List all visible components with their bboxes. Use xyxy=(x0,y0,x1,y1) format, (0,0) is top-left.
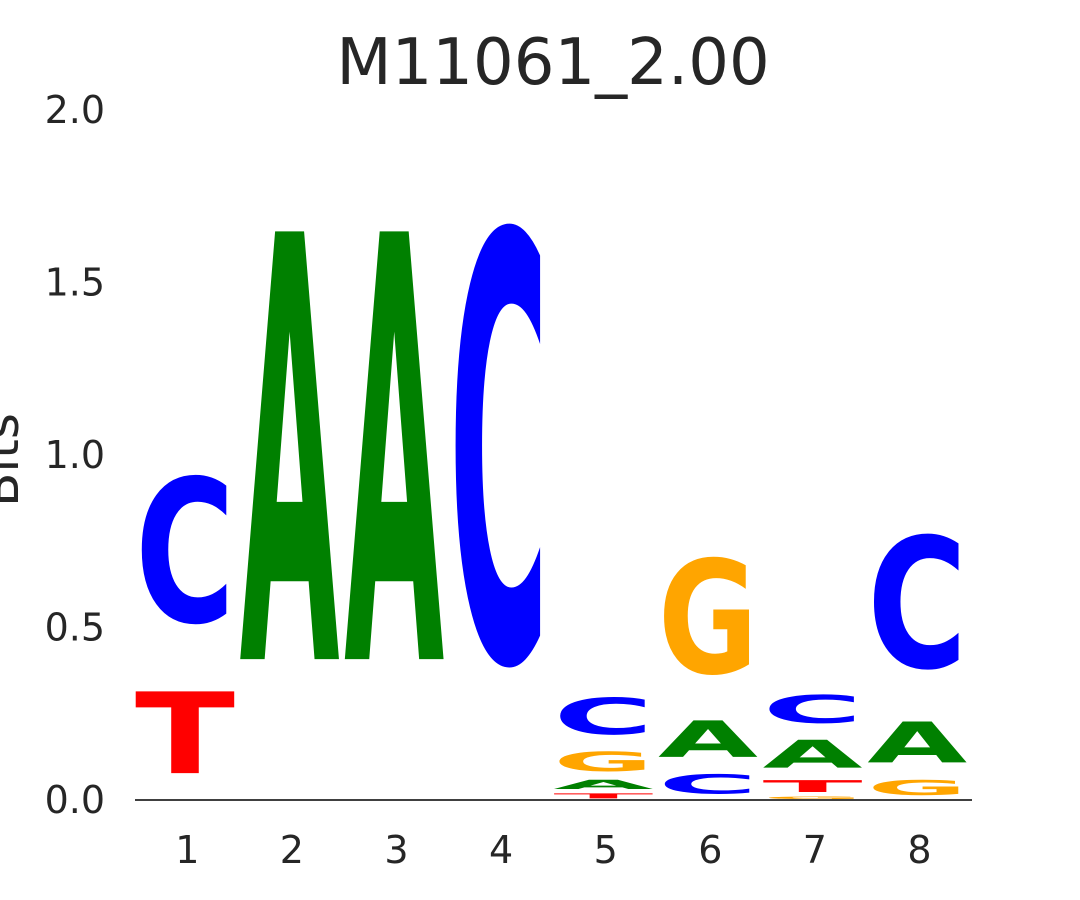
logo-letter-G: G xyxy=(553,746,653,777)
logo-letter-T: T xyxy=(135,669,235,800)
x-tick-label: 3 xyxy=(384,828,408,872)
logo-letter-A: A xyxy=(658,711,758,769)
logo-letter-C: C xyxy=(658,769,758,800)
y-axis-label: Bits xyxy=(0,413,30,507)
x-tick-label: 8 xyxy=(907,828,931,872)
logo-letter-A: A xyxy=(867,711,967,776)
y-tick-label: 1.5 xyxy=(45,261,105,305)
x-tick-label: 1 xyxy=(175,828,199,872)
logo-letter-A: A xyxy=(553,777,653,792)
x-tick-label: 4 xyxy=(489,828,513,872)
logo-letter-C: C xyxy=(867,500,967,710)
logo-letter-A: A xyxy=(344,116,445,798)
y-axis: 0.0 0.5 1.0 1.5 2.0 xyxy=(45,88,105,822)
y-tick-label: 0.5 xyxy=(45,606,105,650)
x-tick-label: 7 xyxy=(803,828,827,872)
logo-letter-G: G xyxy=(763,796,863,800)
y-tick-label: 0.0 xyxy=(45,778,105,822)
y-tick-label: 1.0 xyxy=(45,433,105,477)
y-tick-label: 2.0 xyxy=(45,88,105,132)
logo-letter-T: T xyxy=(763,777,863,796)
logo-letter-A: A xyxy=(763,733,863,777)
logo-letter-C: C xyxy=(553,688,653,746)
logo-letter-A: A xyxy=(240,116,341,798)
x-tick-label: 6 xyxy=(698,828,722,872)
logo-letter-C: C xyxy=(135,439,235,670)
x-axis: 1 2 3 4 5 6 7 8 xyxy=(175,828,931,872)
logo-letter-T: T xyxy=(553,792,653,800)
chart-title: M11061_2.00 xyxy=(336,26,769,100)
logo-letter-G: G xyxy=(867,776,967,800)
logo-letter-C: C xyxy=(763,687,863,732)
x-tick-label: 2 xyxy=(280,828,304,872)
logo-letter-G: G xyxy=(658,529,758,711)
logo-letter-C: C xyxy=(449,116,549,798)
x-tick-label: 5 xyxy=(594,828,618,872)
